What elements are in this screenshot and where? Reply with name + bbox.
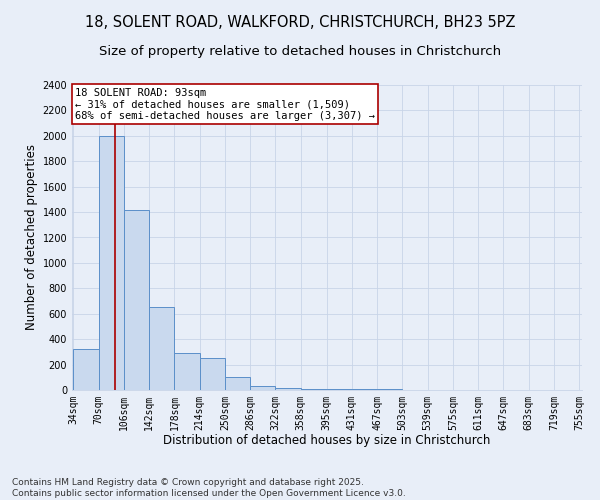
Bar <box>175 353 200 390</box>
Bar <box>73 350 98 390</box>
Y-axis label: Number of detached properties: Number of detached properties <box>25 144 38 330</box>
Bar <box>225 378 250 390</box>
Bar <box>275 388 301 390</box>
Bar <box>149 308 175 390</box>
Text: Contains HM Land Registry data © Crown copyright and database right 2025.
Contai: Contains HM Land Registry data © Crown c… <box>12 478 406 498</box>
Bar <box>98 136 124 390</box>
Bar <box>301 388 326 390</box>
Text: 18 SOLENT ROAD: 93sqm
← 31% of detached houses are smaller (1,509)
68% of semi-d: 18 SOLENT ROAD: 93sqm ← 31% of detached … <box>75 88 375 120</box>
Bar <box>200 358 225 390</box>
Bar <box>326 389 352 390</box>
Text: 18, SOLENT ROAD, WALKFORD, CHRISTCHURCH, BH23 5PZ: 18, SOLENT ROAD, WALKFORD, CHRISTCHURCH,… <box>85 15 515 30</box>
Bar <box>250 386 275 390</box>
X-axis label: Distribution of detached houses by size in Christchurch: Distribution of detached houses by size … <box>163 434 491 448</box>
Bar <box>124 210 149 390</box>
Text: Size of property relative to detached houses in Christchurch: Size of property relative to detached ho… <box>99 45 501 58</box>
